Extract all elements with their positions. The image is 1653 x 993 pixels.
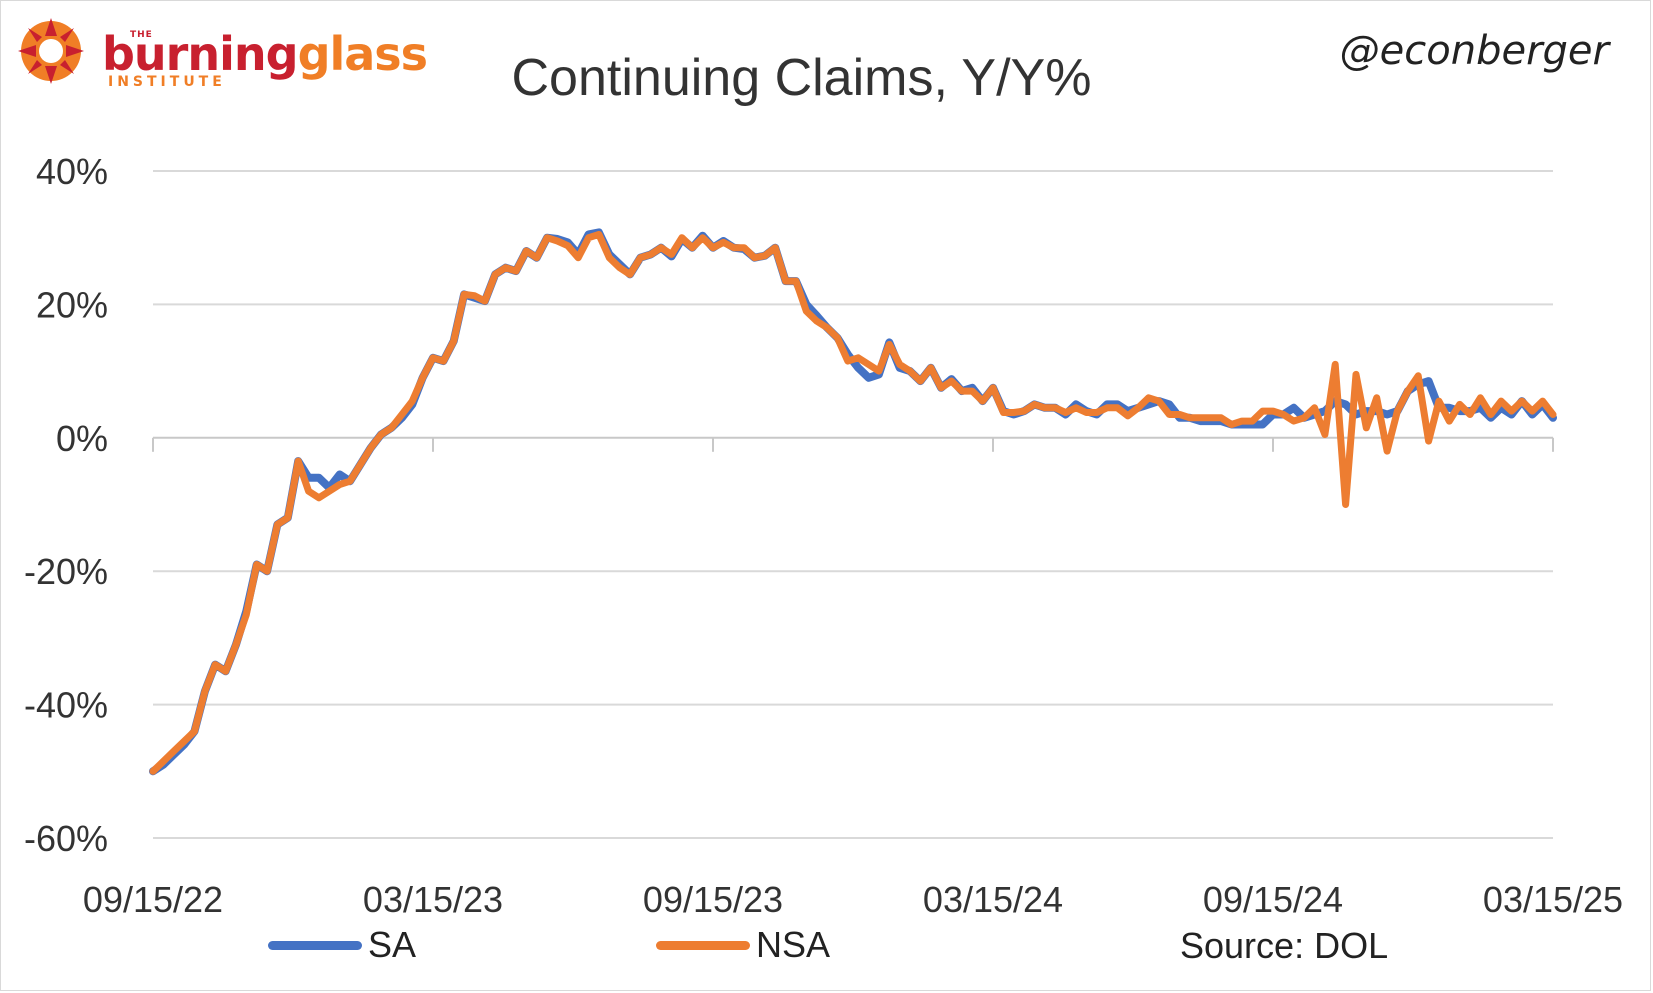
logo-wordmark: burningglass xyxy=(102,27,428,81)
legend-item-sa: SA xyxy=(268,924,417,965)
chart-title: Continuing Claims, Y/Y% xyxy=(511,49,1092,107)
source-note: Source: DOL xyxy=(1180,925,1389,966)
logo-institute-text: INSTITUTE xyxy=(108,74,226,90)
x-tick-label: 03/15/25 xyxy=(1483,879,1623,920)
legend-swatch-sa xyxy=(268,940,362,950)
y-tick-label: 20% xyxy=(36,284,108,325)
x-tick-label: 09/15/24 xyxy=(1203,879,1343,920)
legend-swatch-nsa xyxy=(656,940,750,950)
author-handle: @econberger xyxy=(1339,28,1609,74)
y-tick-label: -20% xyxy=(24,551,108,592)
x-tick-label: 09/15/23 xyxy=(643,879,783,920)
x-tick-label: 03/15/24 xyxy=(923,879,1063,920)
x-tick-label: 09/15/22 xyxy=(83,879,223,920)
legend-label-sa: SA xyxy=(368,924,417,965)
y-tick-label: -60% xyxy=(24,818,108,859)
logo-the-text: THE xyxy=(130,30,153,40)
y-tick-label: -40% xyxy=(24,685,108,726)
series-line-nsa xyxy=(149,230,1557,775)
legend-label-nsa: NSA xyxy=(756,924,831,965)
sun-logo-icon xyxy=(18,18,84,84)
logo-glass-text: glass xyxy=(297,27,428,81)
x-tick-label: 03/15/23 xyxy=(363,879,503,920)
burning-glass-logo: THE burningglass INSTITUTE xyxy=(16,12,428,92)
logo-burning-text: burning xyxy=(102,27,299,81)
legend-item-nsa: NSA xyxy=(656,924,831,965)
y-tick-label: 40% xyxy=(36,151,108,192)
y-tick-label: 0% xyxy=(56,418,108,459)
